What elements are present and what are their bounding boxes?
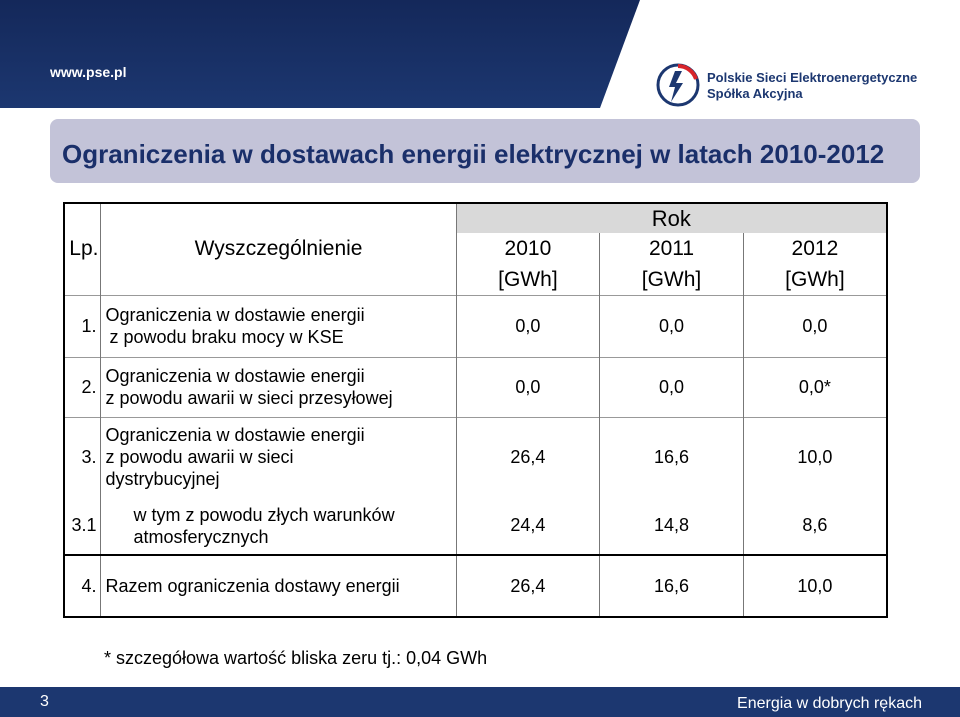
value-cell: 0,0 xyxy=(455,356,601,417)
title-box xyxy=(50,119,920,183)
value-cell: 24,4 xyxy=(455,497,601,555)
row-number: 3.1 xyxy=(63,497,102,555)
value-cell: 14,8 xyxy=(599,497,744,555)
footer-slogan: Energia w dobrych rękach xyxy=(737,695,922,712)
unit-label: [GWh] xyxy=(455,265,601,295)
banner-background xyxy=(0,0,640,108)
value-cell: 26,4 xyxy=(455,554,601,617)
value-cell: 8,6 xyxy=(742,497,888,555)
restrictions-table: Rok Lp. Wyszczególnienie 2010 2011 2012 … xyxy=(63,202,888,618)
year-header: 2012 xyxy=(742,233,888,265)
row-description: Ograniczenia w dostawie energii z powodu… xyxy=(100,356,457,417)
lp-header: Lp. xyxy=(63,233,102,265)
table-row: 3. Ograniczenia w dostawie energii z pow… xyxy=(63,416,888,497)
unit-label: [GWh] xyxy=(742,265,888,295)
row-number: 4. xyxy=(63,554,102,617)
company-name-line1: Polskie Sieci Elektroenergetyczne xyxy=(707,70,918,85)
website-url[interactable]: www.pse.pl xyxy=(50,64,127,80)
desc-line: z powodu braku mocy w KSE xyxy=(109,327,344,347)
unit-label: [GWh] xyxy=(599,265,744,295)
table-header-row-rok: Rok xyxy=(63,203,888,233)
company-name-line2: Spółka Akcyjna xyxy=(707,86,803,101)
desc-line: Ograniczenia w dostawie energii xyxy=(105,305,365,325)
desc-line: atmosferycznych xyxy=(133,526,269,547)
value-cell: 10,0 xyxy=(742,416,888,497)
desc-line: dystrybucyjnej xyxy=(105,469,220,490)
pse-logo-icon xyxy=(656,63,700,107)
page-number: 3 xyxy=(40,693,49,710)
row-description: Ograniczenia w dostawie energii z powodu… xyxy=(100,416,457,497)
year-header: 2011 xyxy=(599,233,744,265)
table-row: 3.1 w tym z powodu złych warunków atmosf… xyxy=(63,497,888,555)
value-cell: 16,6 xyxy=(599,416,744,497)
value-cell: 0,0 xyxy=(599,294,744,357)
value-cell: 0,0* xyxy=(742,356,888,417)
value-cell: 0,0 xyxy=(455,294,601,357)
desc-line: w tym z powodu złych warunków xyxy=(133,504,395,525)
row-description: w tym z powodu złych warunków atmosferyc… xyxy=(100,497,457,555)
value-cell: 10,0 xyxy=(742,554,888,617)
desc-line: Ograniczenia w dostawie energii xyxy=(105,366,365,386)
footer-bar xyxy=(0,687,960,717)
company-name: Polskie Sieci Elektroenergetyczne Spółka… xyxy=(707,70,917,102)
desc-line: z powodu awarii w sieci przesyłowej xyxy=(105,388,393,408)
slide-title: Ograniczenia w dostawach energii elektry… xyxy=(62,139,885,169)
value-cell: 0,0 xyxy=(742,294,888,357)
row-description: Razem ograniczenia dostawy energii xyxy=(100,554,457,617)
row-description: Ograniczenia w dostawie energii z powodu… xyxy=(100,294,457,357)
desc-line: z powodu awarii w sieci xyxy=(105,447,294,468)
desc-line: Ograniczenia w dostawie energii xyxy=(105,425,365,446)
value-cell: 0,0 xyxy=(599,356,744,417)
value-cell: 16,6 xyxy=(599,554,744,617)
rok-header: Rok xyxy=(455,203,888,233)
table-row-total: 4. Razem ograniczenia dostawy energii 26… xyxy=(63,554,888,617)
top-banner xyxy=(0,0,960,108)
table-header-row-years: Lp. Wyszczególnienie 2010 2011 2012 xyxy=(63,233,888,265)
table-header-row-units: [GWh] [GWh] [GWh] xyxy=(63,265,888,295)
year-header: 2010 xyxy=(455,233,601,265)
footnote: * szczegółowa wartość bliska zeru tj.: 0… xyxy=(104,648,488,668)
row-number: 3. xyxy=(63,416,102,497)
table-row: 1. Ograniczenia w dostawie energii z pow… xyxy=(63,294,888,357)
desc-header: Wyszczególnienie xyxy=(100,233,457,265)
row-number: 1. xyxy=(63,294,102,357)
value-cell: 26,4 xyxy=(455,416,601,497)
table-row: 2. Ograniczenia w dostawie energii z pow… xyxy=(63,356,888,417)
row-number: 2. xyxy=(63,356,102,417)
